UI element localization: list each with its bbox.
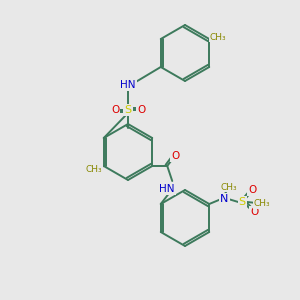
Text: S: S (239, 197, 246, 207)
Text: CH₃: CH₃ (221, 182, 238, 191)
Text: O: O (250, 207, 258, 217)
Text: CH₃: CH₃ (210, 32, 226, 41)
Text: HN: HN (120, 80, 136, 90)
Text: CH₃: CH₃ (254, 200, 271, 208)
Text: N: N (220, 194, 228, 204)
Text: CH₃: CH₃ (85, 164, 102, 173)
Text: O: O (248, 185, 256, 195)
Text: O: O (137, 105, 145, 115)
Text: O: O (111, 105, 119, 115)
Text: S: S (124, 105, 132, 115)
Text: HN: HN (160, 184, 175, 194)
Text: O: O (171, 151, 179, 161)
